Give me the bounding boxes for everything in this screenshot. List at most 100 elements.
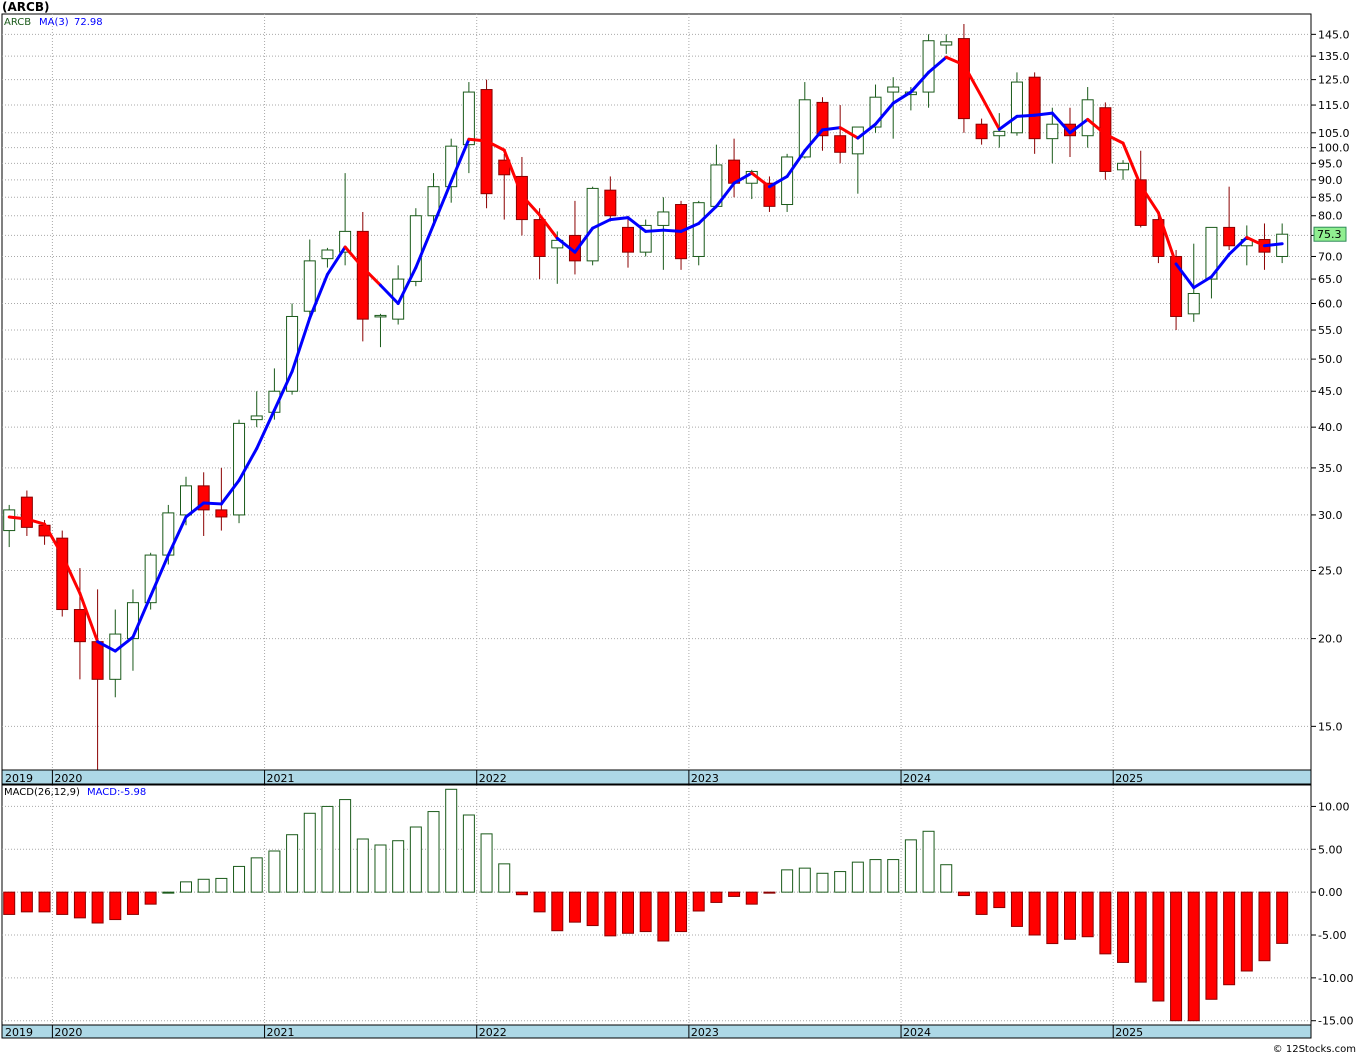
candle [710,144,723,209]
macd-bar [551,891,564,932]
price-tick-label: 40.0 [1318,421,1343,434]
candle [409,208,422,287]
macd-bar [445,788,458,893]
macd-bar [498,863,511,893]
macd-bar [887,859,900,893]
ma-segment [714,181,736,208]
candle [1134,150,1147,228]
price-tick-label: 135.0 [1318,50,1350,63]
candle [1205,226,1218,299]
candle [622,215,634,268]
ma-segment [1156,211,1178,266]
ma-segment [25,517,47,526]
macd-bar [728,891,741,897]
ma-segment [891,90,913,105]
candle [957,24,970,133]
candle [1046,107,1059,164]
ma-segment [325,245,347,276]
candle-body [1205,226,1218,280]
ma-segment [1033,111,1054,117]
macd-bar [1134,891,1147,983]
candle [604,176,617,222]
macd-bar [356,838,369,893]
macd-bar [922,830,935,893]
macd-bar [1205,891,1218,1000]
year-label: 2024 [903,772,931,785]
candle-body [250,415,263,421]
macd-tick-label: -5.00 [1318,929,1346,942]
year-label: 2022 [479,1026,507,1039]
candle-body [339,230,352,253]
year-label: 2021 [267,772,295,785]
year-label: 2020 [54,772,82,785]
candle [975,118,988,145]
candle-body [940,41,953,46]
macd-bar [816,872,829,893]
macd-bar [409,826,422,893]
candle [1240,225,1253,266]
ma-segment [361,266,382,287]
year-label: 2023 [691,1026,719,1039]
candle-body [56,537,69,611]
macd-tick-label: 10.00 [1318,800,1350,813]
ma-segment [626,216,648,233]
candle [834,105,847,164]
macd-bar [940,864,953,893]
ma-segment [78,591,100,644]
ma-segment [1174,262,1196,290]
ma-segment [538,213,559,240]
macd-bar [515,891,528,896]
macd-bar [1170,891,1183,1022]
candle-body [515,175,528,221]
macd-tick-label: 0.00 [1318,886,1343,899]
candle [56,530,69,617]
candle [781,153,794,212]
ma-segment [573,226,595,254]
candle-body [3,509,16,532]
legends: ARCB MA(3) 72.98 MACD(26,12,9) MACD:-5.98 [4,17,146,798]
candle-body [109,633,122,680]
macd-panel-frame [1,784,1312,1026]
candle [3,504,16,548]
candle [215,467,228,531]
macd-bar [568,891,581,923]
macd-bar [798,867,811,893]
macd-bar [904,839,917,893]
ma-segment [343,245,365,270]
candle-body [993,130,1006,137]
ma-segment [467,137,489,143]
year-label: 2021 [267,1026,295,1039]
candle-body [798,99,811,158]
candle-body [20,496,33,528]
year-label: 2019 [5,772,33,785]
macd-bar [533,891,546,913]
candle-body [303,260,316,312]
candle-body [975,123,988,140]
candle [109,609,122,698]
price-tick-label: 60.0 [1318,297,1343,310]
macd-bar [91,891,104,924]
candle [763,176,776,212]
macd-bar [957,891,970,897]
candle-body [622,226,634,253]
ma-segment [838,126,860,140]
candle [533,208,546,280]
candle [462,82,475,174]
ma-segment [591,218,612,230]
ma-segment [1068,117,1090,135]
macd-bar [851,861,864,893]
macd-bar [109,891,122,921]
macd-grid [1,784,1312,1026]
ma-segment [1050,111,1072,135]
candle [798,82,811,159]
ma-segment [732,171,754,185]
macd-bar [250,857,263,893]
candle-body [639,224,652,253]
candle [144,552,157,610]
candle-body [144,554,157,604]
ma-segment [608,216,630,222]
ma-segment [803,128,824,153]
moving-average-line [7,55,1284,653]
